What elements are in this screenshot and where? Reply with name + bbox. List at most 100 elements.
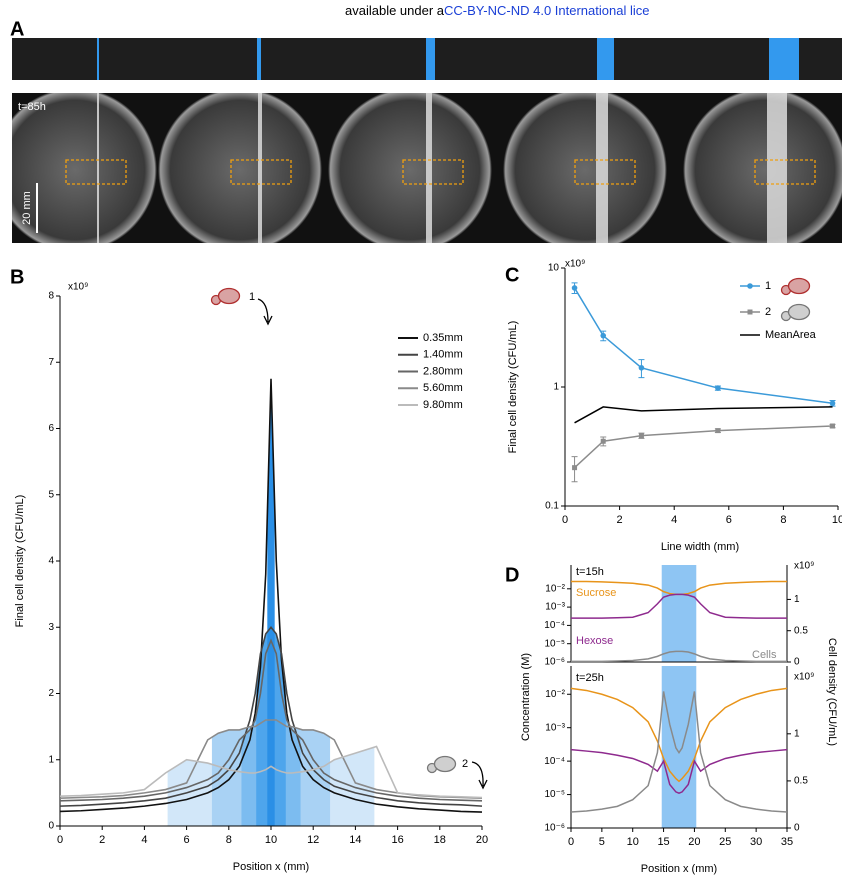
photos xyxy=(12,93,842,243)
x-tick-label: 4 xyxy=(671,514,677,526)
cell-icon xyxy=(787,277,811,295)
y2-tick-label: 0 xyxy=(794,657,800,668)
x-tick-label: 35 xyxy=(781,836,793,848)
annotation: 1 xyxy=(249,291,255,303)
scale-label: 20 mm xyxy=(21,191,33,225)
x-tick-label: 8 xyxy=(780,514,786,526)
series-line xyxy=(570,748,788,794)
y-tick-label: 10⁻⁵ xyxy=(544,789,565,800)
time-label: t=85h xyxy=(18,101,46,113)
x-tick-label: 0 xyxy=(57,834,63,846)
header: available under aCC-BY-NC-ND 4.0 Interna… xyxy=(345,3,649,18)
panel-label: B xyxy=(10,266,24,288)
point xyxy=(572,465,578,471)
legend-label: 2 xyxy=(765,306,771,318)
point xyxy=(638,433,644,439)
y-tick-label: 10⁻⁴ xyxy=(544,620,565,631)
stripe xyxy=(426,38,435,80)
x-axis-title: Position x (mm) xyxy=(641,863,717,875)
y-tick-label: 3 xyxy=(48,622,54,633)
stripe xyxy=(97,38,99,80)
y2-tick-label: 1 xyxy=(794,728,800,739)
y-axis-title: Final cell density (CFU/mL) xyxy=(14,495,26,628)
point xyxy=(830,423,836,429)
series-label: Hexose xyxy=(576,635,613,647)
legend-label: 1.40mm xyxy=(423,349,463,361)
y-tick-label: 1 xyxy=(48,754,54,765)
roi xyxy=(65,159,127,185)
axis-unit: x10⁹ xyxy=(794,561,814,572)
header-text: available under a xyxy=(345,3,445,18)
y-tick-label: 7 xyxy=(48,357,54,368)
stripes xyxy=(97,38,799,80)
dish xyxy=(503,93,667,243)
series-line xyxy=(570,691,788,813)
y2-tick-label: 0 xyxy=(794,823,800,834)
cell-icon xyxy=(217,287,241,305)
series-label: Cells xyxy=(752,649,777,661)
x-tick-label: 4 xyxy=(141,834,147,846)
dish xyxy=(12,93,157,243)
x-tick-label: 14 xyxy=(349,834,361,846)
series-line xyxy=(59,638,483,802)
x-tick-label: 25 xyxy=(719,836,731,848)
y-tick-label: 2 xyxy=(48,688,54,699)
series-label: Sucrose xyxy=(576,587,616,599)
growth-line xyxy=(97,93,99,243)
legend-label: 1 xyxy=(765,280,771,292)
point xyxy=(715,428,721,434)
legend-marker xyxy=(747,283,753,289)
line-band xyxy=(661,565,697,662)
cell-icon xyxy=(787,303,811,321)
y2-tick-label: 0.5 xyxy=(794,625,808,636)
subplot-title: t=25h xyxy=(576,672,604,684)
x-tick-label: 10 xyxy=(265,834,277,846)
y2-tick-label: 1 xyxy=(794,594,800,605)
legend-label: MeanArea xyxy=(765,329,817,341)
x-tick-label: 10 xyxy=(627,836,639,848)
subplot-title: t=15h xyxy=(576,566,604,578)
series-line xyxy=(571,650,787,663)
series-line xyxy=(571,593,787,619)
y-axis-title: Final cell density (CFU/mL) xyxy=(507,321,519,454)
roi xyxy=(574,159,636,185)
legend-marker xyxy=(747,309,753,315)
y-tick-label: 10 xyxy=(548,263,560,274)
x-tick-label: 0 xyxy=(568,836,574,848)
y-tick-label: 10⁻² xyxy=(545,583,565,594)
y-tick-label: 10⁻⁴ xyxy=(544,756,565,767)
y-tick-label: 8 xyxy=(48,291,54,302)
x-axis-title: Line width (mm) xyxy=(661,541,739,553)
x-tick-label: 18 xyxy=(434,834,446,846)
stripe xyxy=(769,38,799,80)
point xyxy=(638,364,645,371)
x-tick-label: 6 xyxy=(184,834,190,846)
series-line xyxy=(574,425,833,469)
x-tick-label: 12 xyxy=(307,834,319,846)
x-tick-label: 30 xyxy=(750,836,762,848)
y2-tick-label: 0.5 xyxy=(794,776,808,787)
dish xyxy=(328,93,492,243)
y-tick-label: 0 xyxy=(48,821,54,832)
stripe xyxy=(257,38,261,80)
point xyxy=(571,285,578,291)
cell-icon xyxy=(433,755,457,773)
stripe xyxy=(597,38,614,80)
y-tick-label: 4 xyxy=(48,556,54,567)
roi xyxy=(402,159,464,185)
dish xyxy=(158,93,322,243)
x-tick-label: 15 xyxy=(657,836,669,848)
annotation: 2 xyxy=(462,758,468,770)
growth-line xyxy=(258,93,262,243)
y-tick-label: 10⁻⁵ xyxy=(544,638,565,649)
axis-unit: x10⁹ xyxy=(794,672,814,683)
series-line xyxy=(59,625,483,807)
point xyxy=(715,385,721,391)
growth-line xyxy=(426,93,432,243)
y2-axis-title: Cell density (CFU/mL) xyxy=(826,638,838,746)
license-link[interactable]: CC-BY-NC-ND 4.0 International lice xyxy=(444,3,649,18)
x-tick-label: 20 xyxy=(476,834,488,846)
roi xyxy=(754,159,816,185)
line-band xyxy=(661,666,697,828)
